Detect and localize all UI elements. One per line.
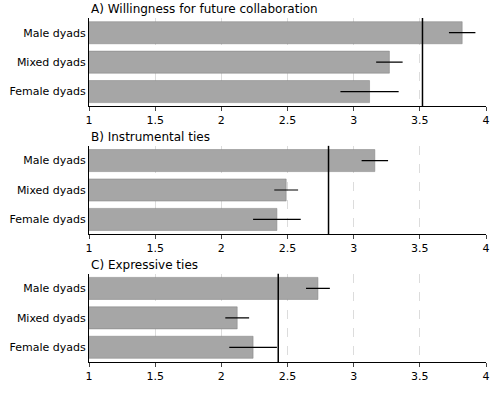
- svg-text:Female dyads: Female dyads: [10, 341, 86, 354]
- svg-text:Mixed dyads: Mixed dyads: [17, 56, 86, 69]
- svg-text:2: 2: [218, 114, 225, 127]
- svg-text:1: 1: [86, 114, 93, 127]
- svg-text:3.5: 3.5: [411, 114, 429, 127]
- svg-text:1.5: 1.5: [146, 370, 164, 383]
- svg-text:2.5: 2.5: [279, 114, 297, 127]
- svg-text:3.5: 3.5: [411, 370, 429, 383]
- svg-text:1.5: 1.5: [146, 242, 164, 255]
- svg-text:1: 1: [86, 242, 93, 255]
- svg-text:Female dyads: Female dyads: [10, 85, 86, 98]
- svg-text:2.5: 2.5: [279, 370, 297, 383]
- svg-text:Mixed dyads: Mixed dyads: [17, 312, 86, 325]
- svg-text:3: 3: [350, 114, 357, 127]
- svg-text:C) Expressive ties: C) Expressive ties: [91, 258, 198, 272]
- svg-text:3: 3: [350, 370, 357, 383]
- svg-text:Male dyads: Male dyads: [23, 282, 86, 295]
- svg-text:Female dyads: Female dyads: [10, 213, 86, 226]
- svg-text:2: 2: [218, 370, 225, 383]
- svg-text:3.5: 3.5: [411, 242, 429, 255]
- svg-text:4: 4: [483, 370, 490, 383]
- svg-text:2.5: 2.5: [279, 242, 297, 255]
- svg-text:Mixed dyads: Mixed dyads: [17, 184, 86, 197]
- svg-text:Male dyads: Male dyads: [23, 154, 86, 167]
- svg-text:3: 3: [350, 242, 357, 255]
- svg-text:4: 4: [483, 114, 490, 127]
- svg-text:1.5: 1.5: [146, 114, 164, 127]
- svg-text:1: 1: [86, 370, 93, 383]
- svg-text:2: 2: [218, 242, 225, 255]
- svg-text:Male dyads: Male dyads: [23, 27, 86, 40]
- svg-text:B) Instrumental ties: B) Instrumental ties: [91, 130, 210, 144]
- svg-text:4: 4: [483, 242, 490, 255]
- svg-text:A) Willingness for future coll: A) Willingness for future collaboration: [91, 2, 318, 16]
